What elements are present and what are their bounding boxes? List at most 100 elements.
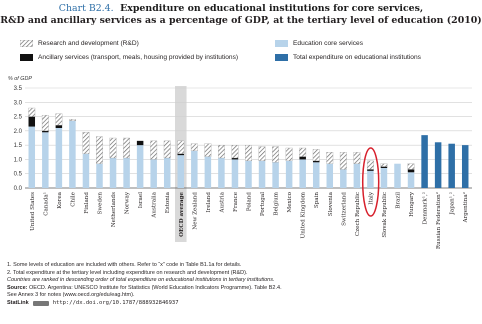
total-swatch [275, 54, 288, 61]
x-tick-label: Chile [70, 191, 76, 206]
y-tick-label: 2.5 [14, 115, 23, 121]
legend-label-core: Education core services [293, 40, 364, 47]
bar-total [461, 145, 469, 188]
bar-ancillary [28, 116, 36, 127]
y-tick-label: 2.0 [14, 129, 23, 135]
x-tick-label: Slovenia [328, 191, 334, 216]
legend-label-rd: Research and development (R&D) [38, 40, 139, 47]
chart-title: Chart B2.4. Expenditure on educational i… [0, 3, 482, 26]
y-tick-label: 0.0 [14, 186, 23, 192]
y-tick-label: 1.5 [14, 143, 23, 149]
bar-rd [82, 132, 90, 154]
x-tick-label: Hungary [409, 191, 415, 217]
x-tick-label: Switzerland [341, 192, 347, 226]
bar-rd [285, 147, 293, 162]
x-tick-label: Canada¹ [42, 192, 49, 216]
x-tick-label: Austria [219, 191, 225, 213]
bar-rd [123, 137, 130, 159]
bar-core [326, 163, 334, 188]
x-tick-label: Italy [368, 191, 374, 205]
source-label: Source: [7, 284, 28, 291]
legend-item-rd: Research and development (R&D) [20, 40, 139, 47]
x-tick-label: New Zealand [192, 192, 198, 230]
x-tick-label: Denmark¹,² [422, 192, 429, 224]
bar-ancillary [231, 158, 239, 160]
legend-item-total: Total expenditure on educational institu… [275, 54, 421, 61]
rd-swatch [20, 40, 33, 47]
bar-rd [231, 144, 239, 159]
italy-highlight-circle [361, 147, 380, 217]
x-tick-label: Brazil [396, 192, 402, 209]
x-tick-label: United Kingdom [301, 191, 307, 238]
bar-core [258, 160, 266, 188]
note-2: 2. Total expenditure at the tertiary lev… [7, 269, 248, 276]
bar-core [69, 120, 76, 188]
x-tick-label: Australia [152, 191, 158, 218]
legend-item-core: Education core services [275, 40, 363, 47]
bar-core [82, 153, 90, 188]
chart-title-line2: R&D and ancillary services as a percenta… [0, 14, 482, 26]
core-swatch [275, 40, 288, 47]
x-tick-label: Israel [138, 192, 144, 208]
bar-total [421, 135, 428, 188]
x-tick-label: Czech Republic [355, 192, 361, 236]
bar-rd [326, 152, 334, 164]
bar-ancillary [367, 169, 374, 171]
y-axis-label: % of GDP [8, 76, 32, 82]
legend-item-ancillary: Ancillary services (transport, meals, ho… [20, 54, 238, 61]
x-tick-label: Korea [57, 191, 63, 208]
x-tick-label: Netherlands [111, 192, 117, 227]
bar-rd [109, 137, 117, 159]
chart-title-line1: Expenditure on educational institutions … [120, 3, 424, 14]
bar-rd [407, 163, 415, 170]
x-tick-label: Portugal [260, 192, 266, 216]
bar-rd [339, 152, 347, 170]
x-tick-label: Finland [84, 192, 90, 214]
bar-core [299, 159, 306, 188]
bar-rd [41, 114, 49, 132]
x-tick-label: Japan¹,² [449, 192, 456, 215]
bar-ancillary [136, 140, 144, 146]
bar-core [285, 160, 293, 188]
statlink-url[interactable]: http://dx.doi.org/10.1787/888932846937 [52, 299, 179, 306]
x-tick-label: Argentina² [462, 192, 469, 223]
bar-ancillary [42, 130, 49, 133]
bar-core [245, 160, 252, 188]
bar-rd [190, 143, 198, 152]
bar-rd [258, 146, 266, 162]
x-tick-label: Spain [314, 192, 320, 209]
legend-label-ancillary: Ancillary services (transport, meals, ho… [38, 54, 239, 61]
bar-ancillary [380, 166, 388, 168]
source-line: Source: OECD. Argentina: UNESCO Institut… [7, 285, 479, 293]
x-tick-label: Ireland [206, 192, 212, 213]
bar-core [312, 162, 320, 188]
bar-core [150, 159, 157, 188]
bar-rd [272, 146, 279, 163]
bar-total [448, 143, 455, 188]
x-tick-label: Russian Federation² [435, 192, 442, 249]
bar-rd [28, 107, 36, 117]
bar-ancillary [177, 153, 185, 156]
y-tick-label: 1.0 [14, 157, 23, 163]
ancillary-swatch [20, 54, 33, 61]
bar-chart: % of GDP 0.0 0.5 1.0 1.5 2.0 2.5 3.0 3.5 United S… [8, 76, 472, 249]
x-tick-label: Mexico [287, 191, 293, 212]
bar-ancillary [407, 169, 415, 173]
bar-core [380, 168, 388, 188]
bar-core [218, 158, 225, 188]
bar-core [191, 150, 198, 188]
x-tick-label: France [233, 191, 239, 212]
bar-rd [299, 147, 307, 157]
x-tick-label: Norway [125, 191, 131, 214]
bar-rd [218, 144, 225, 159]
bar-core [204, 156, 212, 188]
bar-core [109, 158, 117, 188]
bar-rd [96, 136, 103, 164]
bar-core [177, 155, 185, 188]
note-1: 1. Some levels of education are included… [7, 262, 242, 268]
bar-rd [177, 140, 185, 154]
note-ranking: Countries are ranked in descending order… [7, 277, 275, 284]
y-tick-label: 3.0 [14, 100, 23, 106]
bar-ancillary [55, 125, 63, 128]
statlink-logo-icon [32, 301, 49, 307]
